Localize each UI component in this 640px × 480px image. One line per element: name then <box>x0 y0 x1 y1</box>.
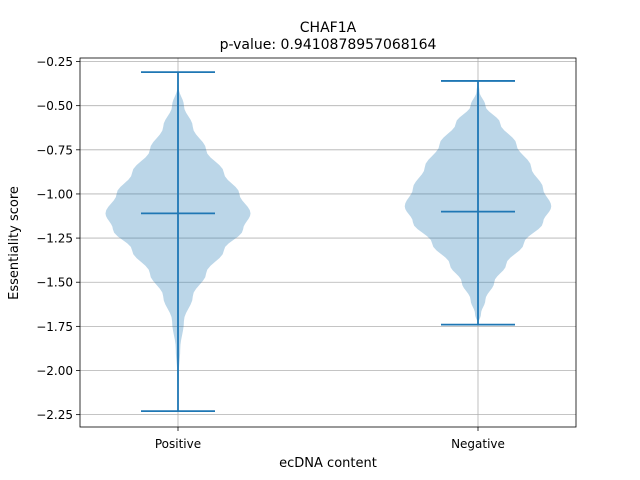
y-tick-label: −2.25 <box>36 408 73 422</box>
y-tick-label: −0.50 <box>36 99 73 113</box>
y-tick-label: −1.25 <box>36 232 73 246</box>
x-tick-label: Negative <box>451 437 505 451</box>
chart-subtitle: p-value: 0.9410878957068164 <box>220 37 437 53</box>
plot-frame <box>79 57 577 428</box>
y-tick-label: −0.25 <box>36 55 73 69</box>
y-tick-label: −2.00 <box>36 364 73 378</box>
y-tick-label: −1.00 <box>36 187 73 201</box>
axis-layer: −0.25 −0.50 −0.75 −1.00 −1.25 −1.50 −1.75 −2.00… <box>36 55 577 451</box>
y-tick-label: −1.75 <box>36 320 73 334</box>
violin-layer <box>105 71 552 413</box>
y-tick-label: −1.50 <box>36 276 73 290</box>
x-tick-label: Positive <box>155 437 201 451</box>
chart-title: CHAF1A <box>300 20 357 36</box>
y-axis-label: Essentiality score <box>7 186 22 300</box>
y-tick-label: −0.75 <box>36 143 73 157</box>
x-axis-label: ecDNA content <box>279 456 377 471</box>
